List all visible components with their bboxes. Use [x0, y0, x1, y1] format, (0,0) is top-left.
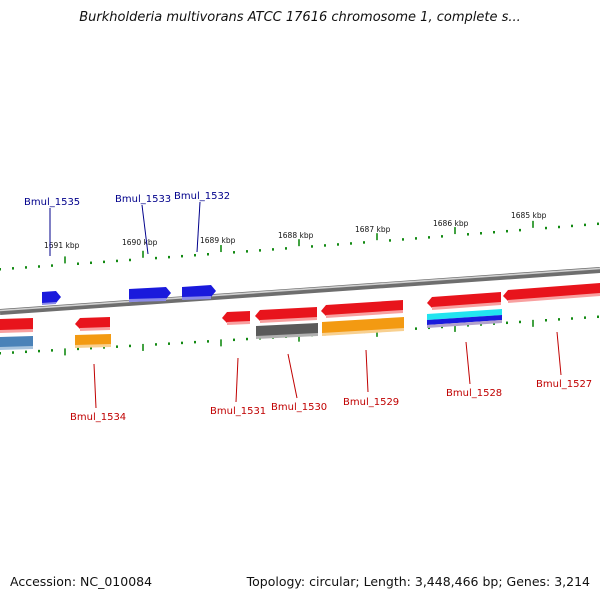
leader-bmul-1529 — [365, 349, 369, 393]
reverse-strand-genes — [0, 283, 600, 333]
label-bmul-1528[interactable]: Bmul_1528 — [446, 388, 502, 399]
ruler-label-1685: 1685 kbp — [511, 211, 547, 220]
label-bmul-1534[interactable]: Bmul_1534 — [70, 412, 126, 423]
label-bmul-1529[interactable]: Bmul_1529 — [343, 397, 399, 408]
ruler-label-1686: 1686 kbp — [433, 219, 469, 228]
label-bmul-1527[interactable]: Bmul_1527 — [536, 379, 592, 390]
gene-bmul-1534[interactable] — [75, 317, 110, 331]
leader-bmul-1532 — [196, 201, 201, 253]
feature-steelblue[interactable] — [0, 336, 33, 350]
gene-bmul-1535[interactable] — [42, 291, 61, 305]
reverse-gene-labels: Bmul_1534 Bmul_1531 Bmul_1530 Bmul_1529 … — [70, 331, 592, 423]
label-bmul-1530[interactable]: Bmul_1530 — [271, 402, 327, 413]
leader-bmul-1527 — [556, 331, 562, 376]
genome-summary: Topology: circular; Length: 3,448,466 bp… — [246, 574, 590, 589]
feature-cyan-bmul-1528[interactable] — [427, 309, 502, 328]
ruler-label-1687: 1687 kbp — [355, 225, 391, 234]
feature-orange-bmul-1529[interactable] — [322, 317, 404, 336]
label-bmul-1533[interactable]: Bmul_1533 — [115, 194, 171, 205]
chromosome-backbone-highlight — [0, 267, 600, 312]
leader-bmul-1534 — [93, 363, 97, 409]
ruler-label-1690: 1690 kbp — [122, 238, 158, 247]
ruler-label-1688: 1688 kbp — [278, 231, 314, 240]
gene-bmul-1529[interactable] — [321, 300, 403, 318]
accession-label: Accession: NC_010084 — [10, 574, 153, 589]
map-title: Burkholderia multivorans ATCC 17616 chro… — [79, 10, 521, 25]
feature-gray-bmul-1530[interactable] — [256, 323, 318, 339]
ruler-label-1691: 1691 kbp — [44, 241, 80, 250]
label-bmul-1535[interactable]: Bmul_1535 — [24, 197, 80, 208]
gene-bmul-1530[interactable] — [255, 307, 317, 323]
chromosome-backbone — [0, 267, 600, 315]
gene-bmul-1532[interactable] — [182, 285, 216, 300]
outer-tick-track — [0, 220, 599, 271]
gene-bmul-1533[interactable] — [129, 287, 171, 302]
forward-strand-genes — [42, 285, 216, 305]
leader-bmul-1533 — [141, 204, 149, 255]
gene-bmul-1531[interactable] — [222, 311, 250, 325]
leader-bmul-1528 — [465, 341, 471, 385]
gene-bmul-1527[interactable] — [503, 283, 600, 303]
feature-orange-bmul-1534[interactable] — [75, 334, 111, 348]
label-bmul-1532[interactable]: Bmul_1532 — [174, 191, 230, 202]
leader-bmul-1531 — [235, 357, 239, 403]
gene-bmul-1536-partial[interactable] — [0, 318, 33, 333]
feature-track — [0, 309, 502, 350]
ruler-labels: 1691 kbp 1690 kbp 1689 kbp 1688 kbp 1687… — [44, 211, 547, 250]
gene-bmul-1528[interactable] — [427, 292, 501, 310]
forward-gene-labels: Bmul_1535 Bmul_1533 Bmul_1532 — [24, 191, 230, 256]
ruler-label-1689: 1689 kbp — [200, 236, 236, 245]
label-bmul-1531[interactable]: Bmul_1531 — [210, 406, 266, 417]
leader-bmul-1530 — [287, 353, 298, 399]
